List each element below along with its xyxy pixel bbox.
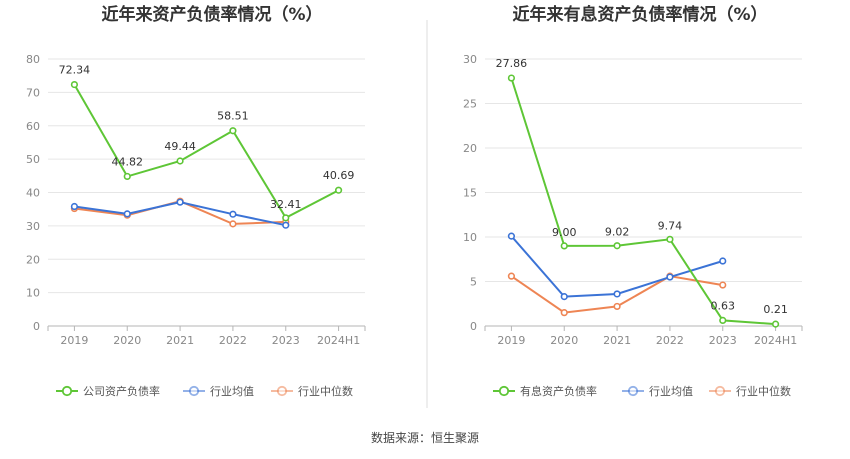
data-point[interactable] <box>282 221 290 229</box>
data-label: 9.74 <box>658 219 683 232</box>
data-point[interactable] <box>176 157 184 165</box>
legend-label: 有息资产负债率 <box>520 384 597 398</box>
left-chart-title: 近年来资产负债率情况（%） <box>101 4 322 25</box>
series-line-main <box>510 77 776 326</box>
legend-label: 行业均值 <box>649 385 693 398</box>
data-label: 9.00 <box>552 226 577 239</box>
data-point[interactable] <box>666 273 674 281</box>
data-label: 40.69 <box>323 169 355 182</box>
legend-swatch-marker <box>498 385 510 397</box>
x-tick-label: 2024H1 <box>754 334 797 347</box>
data-label: 0.21 <box>763 303 788 316</box>
data-point[interactable] <box>613 302 621 311</box>
x-tick-label: 2022 <box>656 334 684 347</box>
data-point[interactable] <box>719 257 727 265</box>
data-label: 58.51 <box>217 110 249 123</box>
y-tick-label: 10 <box>463 231 477 244</box>
data-label: 0.63 <box>711 299 736 312</box>
data-point[interactable] <box>70 80 79 89</box>
data-label: 9.02 <box>605 226 630 239</box>
source-note: 数据来源：恒生聚源 <box>371 430 479 445</box>
data-point[interactable] <box>613 242 621 250</box>
data-label: 32.41 <box>270 198 302 211</box>
data-point[interactable] <box>229 210 237 218</box>
data-point[interactable] <box>507 272 516 280</box>
x-tick-label: 2019 <box>60 334 88 347</box>
x-tick-label: 2023 <box>709 334 737 347</box>
data-point[interactable] <box>771 320 780 328</box>
data-label: 27.86 <box>496 57 528 70</box>
legend-item[interactable]: 有息资产负债率 <box>493 384 597 398</box>
x-tick-label: 2023 <box>272 334 300 347</box>
legend-swatch-marker <box>188 385 200 397</box>
legend-swatch-marker <box>714 385 726 397</box>
y-tick-label: 20 <box>463 142 477 155</box>
x-tick-label: 2020 <box>113 334 141 347</box>
data-point[interactable] <box>560 309 568 317</box>
left-chart-panel: 近年来资产负债率情况（%） 0 10 20 30 40 50 60 70 80 2019 2020 2… <box>26 4 366 398</box>
y-tick-label: 40 <box>26 187 40 200</box>
x-tick-label: 2019 <box>497 334 525 347</box>
y-tick-label: 30 <box>26 220 40 233</box>
y-tick-label: 10 <box>26 287 40 300</box>
legend-item[interactable]: 公司资产负债率 <box>56 384 160 398</box>
data-point[interactable] <box>176 198 184 206</box>
legend-label: 行业中位数 <box>736 384 791 398</box>
legend-item[interactable]: 行业均值 <box>622 385 693 398</box>
y-tick-label: 70 <box>26 86 40 99</box>
data-point[interactable] <box>229 220 237 228</box>
legend-label: 行业均值 <box>210 385 254 398</box>
x-tick-label: 2021 <box>603 334 631 347</box>
legend-label: 行业中位数 <box>298 384 353 398</box>
y-tick-label: 25 <box>463 98 477 111</box>
y-tick-label: 0 <box>33 320 40 333</box>
data-point[interactable] <box>507 74 516 82</box>
data-point[interactable] <box>282 214 290 222</box>
data-label: 72.34 <box>59 64 91 77</box>
data-point[interactable] <box>719 316 727 324</box>
legend-swatch-marker <box>61 385 73 397</box>
y-tick-label: 50 <box>26 153 40 166</box>
data-label: 49.44 <box>164 140 196 153</box>
y-tick-label: 0 <box>470 320 477 333</box>
right-chart-panel: 近年来有息资产负债率情况（%） 0 5 10 15 20 25 30 2019 2020 2021… <box>463 4 803 398</box>
series-line-main <box>73 84 340 220</box>
data-point[interactable] <box>334 186 343 194</box>
data-point[interactable] <box>123 172 131 181</box>
x-tick-label: 2022 <box>219 334 247 347</box>
legend-item[interactable]: 行业均值 <box>183 385 254 398</box>
y-tick-label: 20 <box>26 253 40 266</box>
data-point[interactable] <box>507 232 516 240</box>
data-point[interactable] <box>560 242 568 250</box>
data-point[interactable] <box>229 127 237 135</box>
x-tick-label: 2020 <box>550 334 578 347</box>
x-tick-label: 2021 <box>166 334 194 347</box>
right-chart-title: 近年来有息资产负债率情况（%） <box>512 4 767 25</box>
y-tick-label: 60 <box>26 120 40 133</box>
y-tick-label: 80 <box>26 53 40 66</box>
data-label: 44.82 <box>112 155 144 168</box>
data-point[interactable] <box>70 202 79 211</box>
data-point[interactable] <box>123 210 131 218</box>
data-point[interactable] <box>560 293 568 301</box>
y-tick-label: 30 <box>463 53 477 66</box>
legend-swatch-marker <box>627 385 639 397</box>
data-point[interactable] <box>719 281 727 289</box>
legend-label: 公司资产负债率 <box>83 384 160 398</box>
data-point[interactable] <box>613 290 621 298</box>
legend-item[interactable]: 行业中位数 <box>271 384 353 398</box>
y-tick-label: 5 <box>470 276 477 289</box>
data-point[interactable] <box>666 235 674 243</box>
legend-swatch-marker <box>276 385 288 397</box>
x-tick-label: 2024H1 <box>317 334 360 347</box>
y-tick-label: 15 <box>463 187 477 200</box>
legend-item[interactable]: 行业中位数 <box>709 384 791 398</box>
